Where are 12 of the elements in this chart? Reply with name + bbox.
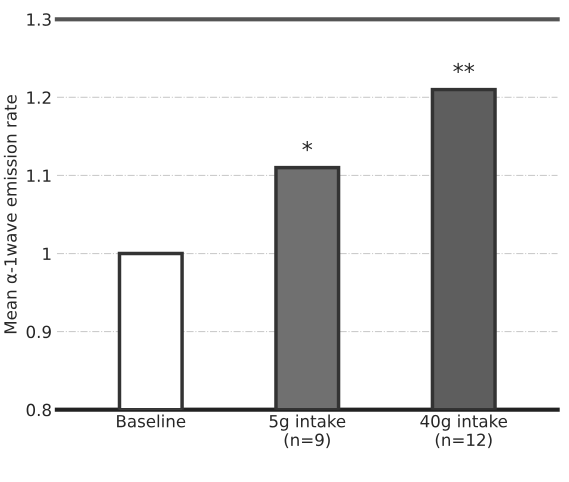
y-tick-label: 1 (43, 248, 50, 260)
annotation: * (302, 140, 312, 152)
y-tick-label: 1.1 (27, 170, 50, 182)
y-tick-label: 0.8 (26, 404, 51, 416)
y-tick-label: 1.3 (27, 13, 51, 26)
y-tick-label: 1.2 (27, 91, 50, 104)
annotation: ** (453, 62, 474, 74)
y-axis-title: Mean α-1wave emission rate (4, 95, 17, 334)
x-tick-label: 40g intake (n=12) (420, 414, 508, 448)
y-tick-label: 0.9 (26, 326, 51, 338)
x-tick-label: Baseline (117, 414, 186, 428)
x-tick-label: 5g intake (n=9) (270, 414, 346, 448)
